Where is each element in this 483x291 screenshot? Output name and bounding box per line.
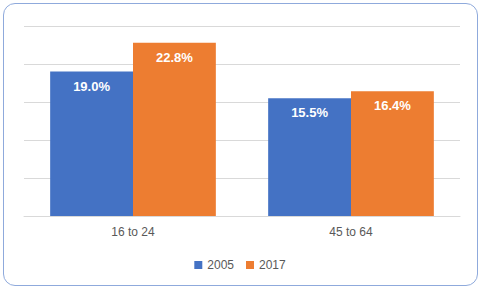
svg-text:2005: 2005 <box>207 258 234 272</box>
svg-text:16 to 24: 16 to 24 <box>111 225 155 239</box>
svg-text:2017: 2017 <box>259 258 286 272</box>
svg-text:15.5%: 15.5% <box>291 105 328 120</box>
svg-text:45 to 64: 45 to 64 <box>329 225 373 239</box>
svg-text:19.0%: 19.0% <box>73 79 110 94</box>
svg-text:22.8%: 22.8% <box>156 50 193 65</box>
svg-text:16.4%: 16.4% <box>374 98 411 113</box>
